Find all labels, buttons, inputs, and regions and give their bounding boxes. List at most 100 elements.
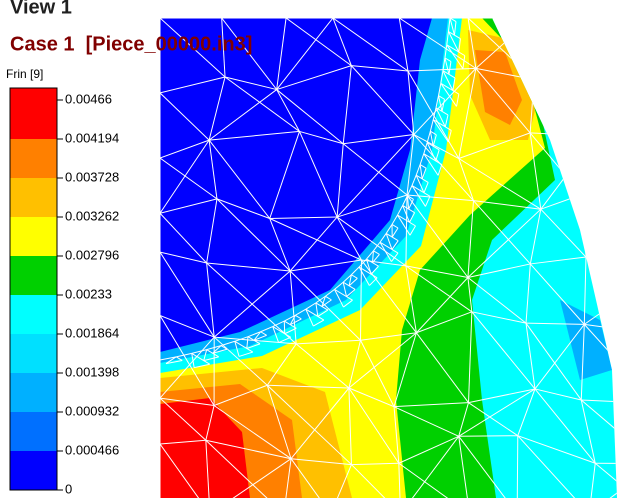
- mesh-edge: [360, 340, 395, 407]
- contour-fill: [560, 300, 612, 380]
- mesh-edge: [446, 44, 464, 69]
- mesh-edge: [594, 462, 617, 498]
- mesh-edge: [423, 153, 439, 176]
- mesh-edge: [205, 440, 211, 498]
- mesh-edge: [584, 273, 617, 325]
- mesh-edge: [269, 218, 291, 272]
- mesh-edge: [405, 265, 469, 278]
- mesh-edge: [517, 388, 536, 436]
- mesh-edge: [371, 250, 374, 263]
- mesh-edge: [206, 349, 219, 358]
- mesh-edge: [285, 18, 352, 67]
- mesh-edge: [458, 436, 471, 498]
- legend-label: 0.00233: [65, 286, 112, 301]
- mesh-edge: [372, 254, 380, 263]
- legend-label: 0.002796: [65, 247, 119, 262]
- mesh-edge: [191, 349, 207, 354]
- mesh-edge: [160, 251, 215, 338]
- mesh-edge: [529, 132, 542, 210]
- mesh-edge: [212, 345, 222, 354]
- mesh-edge: [165, 359, 183, 365]
- mesh-edge: [447, 31, 460, 53]
- mesh-edge: [391, 252, 399, 262]
- mesh-edge: [449, 18, 457, 23]
- mesh-edge: [321, 296, 326, 307]
- mesh-edge: [391, 223, 399, 229]
- mesh-edge: [438, 83, 442, 96]
- mesh-edge: [525, 263, 531, 324]
- mesh-edge: [160, 198, 218, 214]
- mesh-edge: [458, 158, 542, 210]
- mesh-edge: [205, 439, 292, 460]
- mesh-edge: [276, 18, 287, 90]
- mesh-edge: [160, 397, 215, 407]
- mesh-edge: [394, 402, 469, 408]
- mesh-edge: [191, 352, 210, 365]
- mesh-edge: [221, 18, 278, 90]
- mesh-edge: [206, 345, 222, 351]
- mesh-edge: [582, 64, 617, 96]
- mesh-edge: [191, 353, 195, 368]
- mesh-edge: [351, 274, 358, 279]
- mesh-edge: [234, 336, 249, 342]
- mesh-edge: [393, 406, 400, 464]
- mesh-edge: [581, 136, 597, 195]
- mesh-edge: [442, 70, 456, 79]
- mesh-edge: [397, 214, 411, 236]
- mesh-edge: [272, 326, 280, 343]
- mesh-edge: [467, 18, 477, 69]
- mesh-edge: [358, 266, 370, 286]
- mesh-edge: [467, 277, 527, 324]
- mesh-edge: [348, 387, 352, 465]
- mesh-edge: [276, 65, 352, 91]
- mesh-edge: [334, 288, 353, 301]
- mesh-edge: [366, 258, 372, 275]
- mesh-edge: [216, 198, 270, 219]
- mesh-edge: [407, 70, 460, 159]
- mesh-edge: [284, 314, 296, 322]
- mesh-edge: [415, 174, 425, 193]
- legend-swatch: [10, 139, 57, 178]
- mesh-edge: [366, 258, 379, 267]
- mesh-edge: [446, 44, 466, 57]
- mesh-edge: [247, 336, 261, 345]
- mesh-edge: [160, 212, 207, 264]
- mesh-edge: [343, 299, 353, 308]
- mesh-edge: [533, 64, 584, 81]
- mesh-edge: [580, 399, 617, 465]
- mesh-edge: [305, 302, 317, 310]
- mesh-edge: [203, 356, 219, 362]
- variable-label: Frin [9]: [6, 67, 43, 81]
- mesh-edge: [447, 130, 452, 143]
- mesh-edge: [266, 343, 297, 386]
- mesh-edge: [438, 95, 445, 100]
- mesh-edge: [426, 131, 431, 143]
- mesh-edge: [351, 464, 401, 498]
- mesh-edge: [343, 134, 414, 145]
- mesh-edge: [278, 336, 291, 344]
- mesh-edge: [272, 320, 285, 327]
- mesh-edge: [253, 334, 267, 341]
- mesh-edge: [289, 216, 338, 272]
- mesh-edge: [160, 443, 211, 498]
- mesh-edge: [208, 76, 226, 141]
- mesh-edge: [348, 277, 358, 287]
- mesh-edge: [406, 195, 410, 210]
- mesh-edge: [468, 311, 473, 403]
- mesh-edge: [458, 38, 461, 53]
- mesh-edge: [426, 142, 437, 162]
- mesh-edge: [305, 308, 325, 321]
- mesh-edge: [583, 324, 617, 404]
- mesh-edge: [373, 250, 380, 255]
- mesh-edge: [379, 241, 392, 262]
- mesh-edge: [444, 57, 452, 62]
- mesh-edge: [305, 309, 314, 327]
- mesh-edge: [579, 18, 584, 65]
- mesh-edge: [407, 70, 415, 135]
- mesh-edge: [435, 107, 449, 116]
- mesh-edge: [234, 340, 254, 353]
- mesh-edge: [348, 340, 361, 389]
- mesh-edge: [208, 139, 271, 219]
- mesh-edge: [221, 18, 226, 77]
- mesh-edge: [205, 405, 215, 441]
